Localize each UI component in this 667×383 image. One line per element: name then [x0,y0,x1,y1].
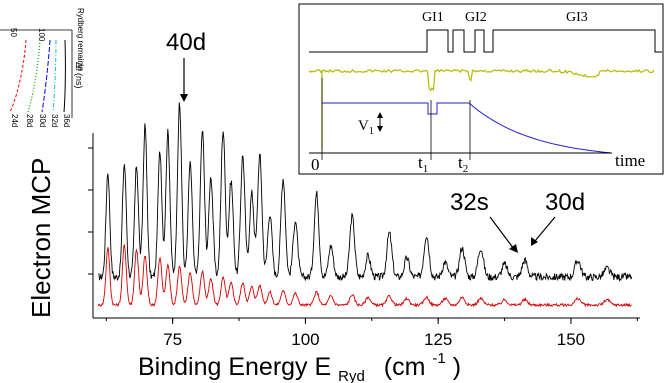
corner-series-label-group: 30d [38,114,47,127]
spectrum-series-1 [97,244,632,308]
gate-label-gi1: GI1 [422,10,444,25]
peak-annotations: 40d 32s 30d [166,29,585,253]
x-tick-label: 100 [291,330,319,349]
corner-tick-100: 100 [37,28,46,42]
corner-curve-red [9,39,27,113]
corner-ylabel-group: Δt (ns) [74,62,84,89]
corner-title: Rydberg remainin [76,8,85,71]
voltage-label: V1 [358,118,374,137]
y-ticks [88,147,93,275]
corner-series-label: 24d [10,114,19,127]
corner-series-label-group: 28d [25,114,34,127]
corner-series-label: 36d [62,114,71,127]
spectra [97,102,633,308]
x-axis-label-sub: Ryd [338,368,365,383]
spectrum-series-0 [98,102,633,282]
main-axes [92,133,640,319]
inset-timing: GI1 GI2 GI3 0 t1 t2 time V1 [298,3,664,175]
corner-curve-cyan [52,39,57,113]
voltage-arrowhead-up [377,112,383,118]
corner-curve-blue [41,39,51,113]
gate-label-gi2: GI2 [465,10,487,25]
corner-series-label: 30d [38,114,47,127]
time-mark-0: 0 [311,155,320,174]
voltage-arrowhead-down [377,126,383,132]
corner-curve-black [63,39,66,113]
peak-label-30d: 30d [545,189,585,216]
peak-arrowhead-30d [531,237,538,246]
peak-label-32s: 32s [450,189,489,216]
peak-arrow-32s [489,216,515,250]
time-mark-t2: t2 [458,153,468,175]
x-axis-label-close: ) [453,353,461,381]
gate-label-gi3: GI3 [566,10,588,25]
corner-series-label-group: 36d [62,114,71,127]
x-axis-label-sup: -1 [432,350,445,367]
peak-arrow-30d [534,216,556,242]
peak-label-40d: 40d [166,29,206,56]
x-ticks: 75 100 125 150 [105,318,638,349]
corner-tick-50-group: 50 [9,28,18,37]
y-axis-label: Electron MCP [26,158,56,318]
corner-tick-100-group: 100 [37,28,46,42]
timing-gate-labels: GI1 GI2 GI3 [422,10,588,25]
corner-series-label-group: 32d [50,114,59,127]
x-axis-label: Binding Energy E Ryd (cm -1 ) [138,341,461,383]
voltage-ramp-trace [322,102,611,154]
corner-title-group: Rydberg remainin [76,8,85,71]
corner-ylabel: Δt (ns) [74,62,84,89]
time-mark-t1: t1 [418,153,428,175]
corner-series-label: 32d [50,114,59,127]
inset-timing-frame [298,3,664,175]
gate-pulse-trace [309,29,662,53]
x-tick-label: 75 [163,330,182,349]
inset-corner: Rydberg remainin 100 50 Δt (ns) 24d 28d 30… [0,8,85,127]
x-axis-label-unit: (cm [384,353,426,381]
corner-curve-green [27,39,41,113]
x-axis-label-main: Binding Energy E [138,353,331,381]
corner-series-labels: 24d 28d 30d 32d 36d [10,114,71,127]
peak-arrowhead-40d [180,94,188,102]
corner-series-label-group: 24d [10,114,19,127]
corner-tick-50: 50 [9,28,18,37]
x-tick-label: 150 [557,330,585,349]
time-axis-label: time [615,151,645,170]
peak-arrowhead-32s [509,244,518,253]
x-tick-label: 125 [424,330,452,349]
corner-series-label: 28d [25,114,34,127]
